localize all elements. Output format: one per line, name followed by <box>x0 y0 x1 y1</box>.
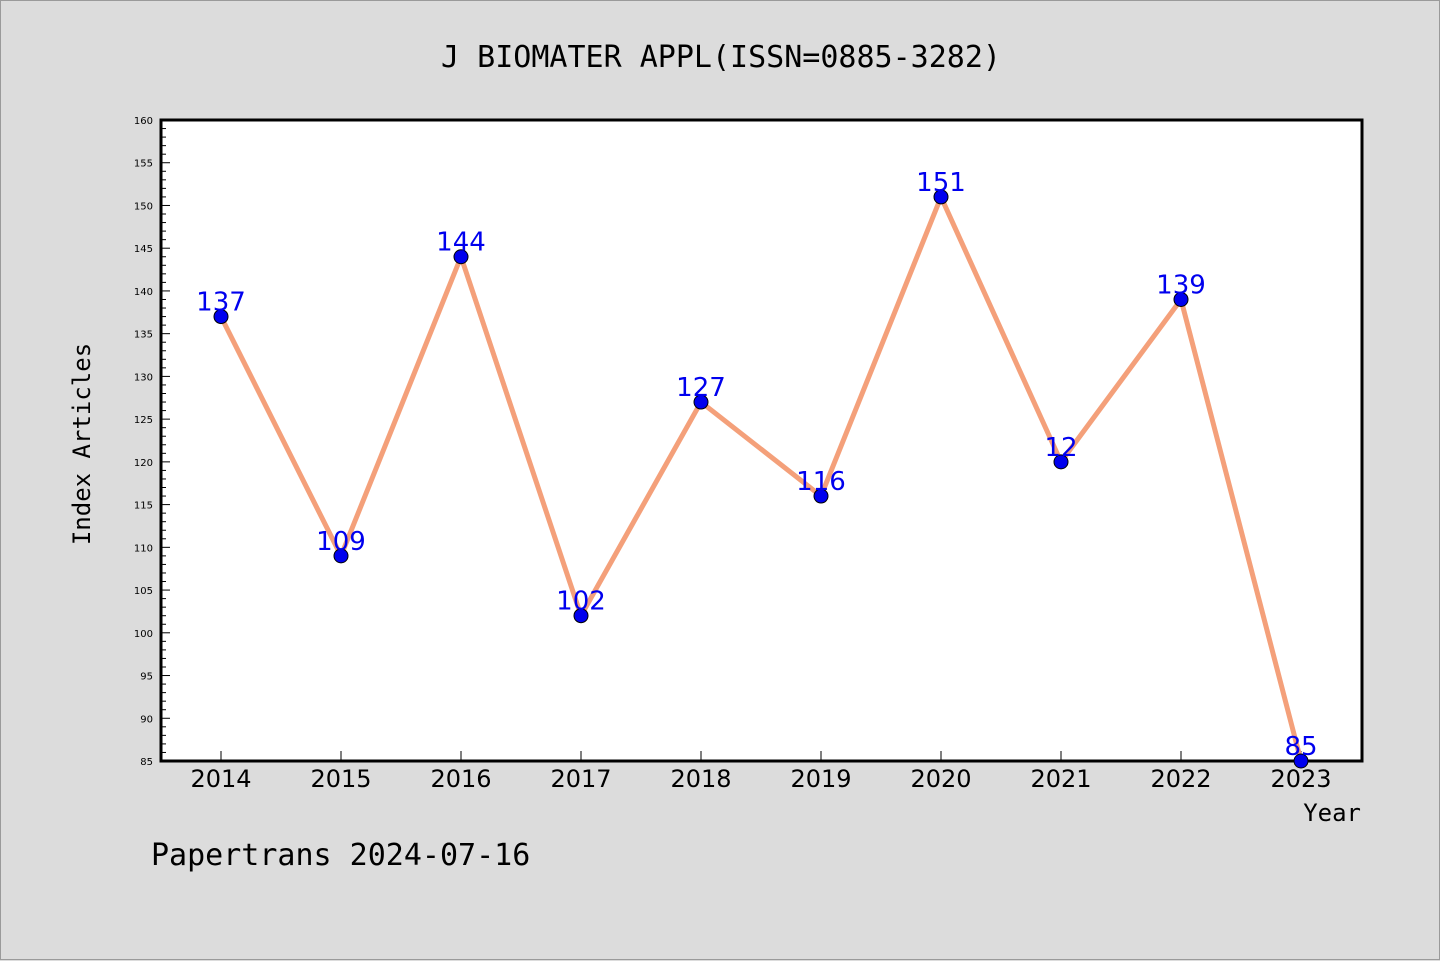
data-label: 12 <box>1044 433 1077 463</box>
data-label: 102 <box>556 587 606 617</box>
y-tick-label: 90 <box>140 714 153 725</box>
y-tick-label: 130 <box>134 372 153 383</box>
y-tick-label: 145 <box>134 244 153 255</box>
data-point <box>1173 291 1189 307</box>
y-axis-label: Index Articles <box>68 343 96 545</box>
data-point <box>933 189 949 205</box>
x-axis-label: Year <box>1303 799 1361 827</box>
x-tick-label: 2014 <box>190 765 251 793</box>
y-tick-label: 125 <box>134 415 153 426</box>
data-point <box>453 249 469 265</box>
x-axis-ticks: 2014 2015 2016 2017 2018 2019 2020 2021 2022 2023 <box>190 751 1332 793</box>
chart-title: J BIOMATER APPL(ISSN=0885-3282) <box>441 40 1001 75</box>
x-tick-label: 2015 <box>310 765 371 793</box>
y-axis-ticks: 160 155 150 145 140 135 130 125 120 115 110 105 100 9… <box>134 116 170 768</box>
x-tick-label: 2023 <box>1270 765 1331 793</box>
y-tick-label: 110 <box>134 543 153 554</box>
series-line-group <box>218 194 1304 764</box>
data-point <box>333 548 349 564</box>
plot-area <box>159 118 1364 763</box>
y-tick-label: 100 <box>134 629 153 640</box>
footer-watermark: Papertrans 2024-07-16 <box>151 838 530 873</box>
data-point <box>1053 454 1069 470</box>
x-tick-label: 2019 <box>790 765 851 793</box>
data-label: 109 <box>316 527 366 557</box>
data-point <box>1293 753 1309 769</box>
y-tick-label: 160 <box>134 116 153 127</box>
data-label: 137 <box>196 288 246 318</box>
y-tick-label: 95 <box>140 672 153 683</box>
x-tick-label: 2021 <box>1030 765 1091 793</box>
series-line <box>218 194 1304 764</box>
y-tick-label: 135 <box>134 330 153 341</box>
y-tick-label: 155 <box>134 159 153 170</box>
y-tick-label: 150 <box>134 201 153 212</box>
x-tick-label: 2016 <box>430 765 491 793</box>
data-point <box>213 309 229 325</box>
y-tick-label: 140 <box>134 287 153 298</box>
y-tick-label: 105 <box>134 586 153 597</box>
y-tick-label: 85 <box>140 757 153 768</box>
data-points <box>213 189 1309 769</box>
y-tick-label: 120 <box>134 458 153 469</box>
x-tick-label: 2017 <box>550 765 611 793</box>
data-point <box>693 394 709 410</box>
data-label: 85 <box>1284 732 1317 762</box>
data-labels: 137 109 144 102 127 116 151 12 139 85 <box>196 168 1317 762</box>
data-label: 151 <box>916 168 966 198</box>
data-label: 116 <box>796 467 846 497</box>
x-tick-label: 2018 <box>670 765 731 793</box>
data-label: 144 <box>436 228 486 258</box>
data-label: 127 <box>676 373 726 403</box>
data-point <box>573 608 589 624</box>
data-point <box>813 488 829 504</box>
x-tick-label: 2020 <box>910 765 971 793</box>
y-tick-label: 115 <box>134 501 153 512</box>
x-tick-label: 2022 <box>1150 765 1211 793</box>
data-label: 139 <box>1156 270 1206 300</box>
